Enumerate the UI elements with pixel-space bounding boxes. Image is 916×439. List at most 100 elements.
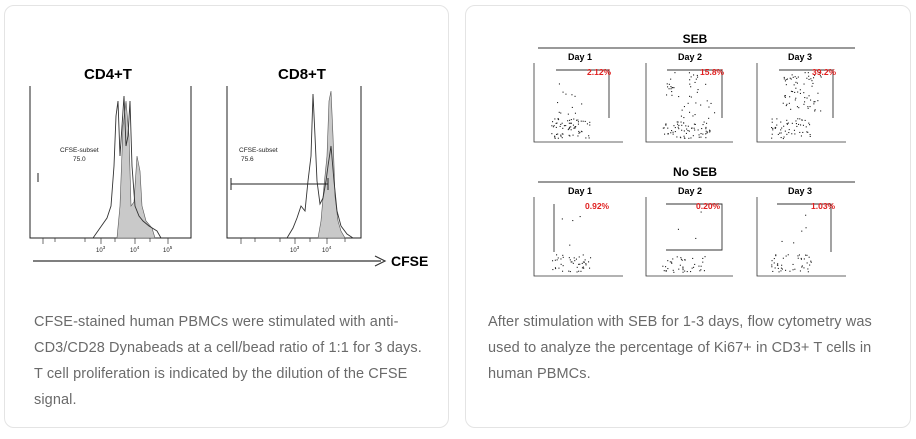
cell-dot [710,102,712,104]
cell-dot [582,261,584,263]
cell-dot [562,256,564,258]
cell-dot [786,123,788,125]
cell-dot [809,134,811,136]
cell-dot [784,95,786,97]
cell-dot [714,112,716,114]
cell-dot [808,78,810,80]
cell-dot [560,263,562,265]
cell-dot [786,133,788,135]
cell-dot [570,261,572,263]
cell-dot [682,266,684,268]
cell-dot [667,127,669,129]
cell-dot [684,259,686,261]
cell-dot [782,138,784,140]
cell-dot [562,127,564,129]
cell-dot [700,133,702,135]
cell-dot [771,266,773,268]
cell-dot [561,137,563,139]
cell-dot [557,102,559,104]
cell-dot [561,218,563,220]
cell-dot [804,101,806,103]
seb-day2-percent: 15.8% [700,67,725,77]
cell-dot [784,96,786,98]
cell-dot [810,261,812,263]
cell-dot [803,258,805,260]
cell-dot [552,260,554,262]
gate-box [556,69,610,118]
cell-dot [800,257,802,259]
cell-dot [588,135,590,137]
cell-dot [554,136,556,138]
cell-dot [777,263,779,265]
cell-dot [578,130,580,132]
cell-dot [663,127,665,129]
cell-dot [800,135,802,137]
cell-dot [684,259,686,261]
cell-dot [820,110,822,112]
cell-dot [785,105,787,107]
cell-dot [560,258,562,260]
cell-dot [771,260,773,262]
cell-dot [694,129,696,131]
cell-dot [806,131,808,133]
cell-dot [568,270,570,272]
cell-dot [681,129,683,131]
cell-dot [697,89,699,91]
cell-dot [570,119,572,121]
cell-dot [571,106,573,108]
cell-dot [794,76,796,78]
cell-dot [683,106,685,108]
cell-dot [690,137,692,139]
cell-dot [555,122,557,124]
cell-dot [677,123,679,125]
cell-dot [781,264,783,266]
cell-dot [668,83,670,85]
cell-dot [794,268,796,270]
cell-dot [703,270,705,272]
cell-dot [799,92,801,94]
cell-dot [771,121,773,123]
cell-dot [809,264,811,266]
cell-dot [569,135,571,137]
cell-dot [780,121,782,123]
cd8-filled-histogram [317,90,346,239]
cell-dot [579,132,581,134]
cell-dot [820,72,822,74]
cell-dot [665,270,667,272]
cell-dot [578,256,580,258]
cd8-tick-label: 104 [322,245,332,254]
cell-dot [672,269,674,271]
cell-dot [798,254,800,256]
gate-box [667,69,723,118]
cell-dot [562,265,564,267]
cell-dot [803,83,805,85]
ki67-dotplot-figure: SEB Day 1 Day 2 Day 3 No SEB Day 1 Day 2… [533,32,855,277]
cell-dot [682,267,684,269]
cell-dot [807,106,809,108]
cell-dot [805,254,807,256]
cell-dot [796,106,798,108]
cell-dot [792,91,794,93]
cell-dot [685,125,687,127]
cell-dot [793,84,795,86]
cell-dot [772,127,774,129]
cell-dot [573,118,575,120]
seb-day-label: Day 3 [788,52,812,62]
cell-dot [797,76,799,78]
cell-dot [686,271,688,273]
cell-dot [795,97,797,99]
cell-dot [570,129,572,131]
cell-dot [810,99,812,101]
cell-dot [792,263,794,265]
cell-dot [589,121,591,123]
seb-group-title: SEB [683,32,708,46]
cell-dot [814,109,816,111]
cell-dot [687,102,689,104]
cell-dot [807,72,809,74]
cell-dot [577,121,579,123]
cell-dot [676,256,678,258]
gate-box [779,69,834,118]
cell-dot [708,106,710,108]
cell-dot [555,268,557,270]
cell-dot [554,118,556,120]
